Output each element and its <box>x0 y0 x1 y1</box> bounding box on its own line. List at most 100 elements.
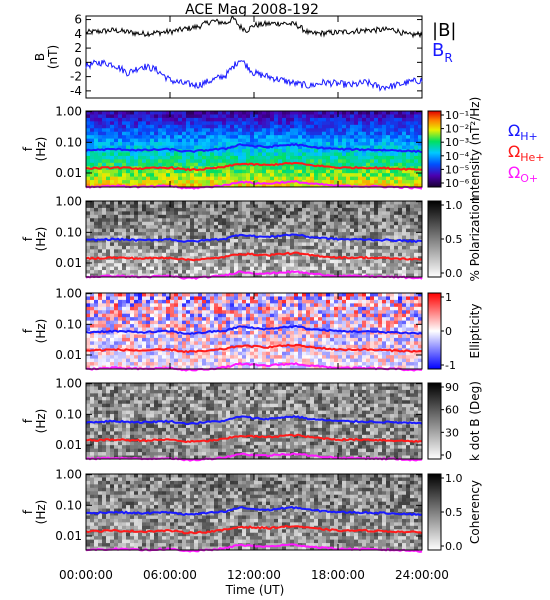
heatmap-cell <box>246 293 251 297</box>
heatmap-cell <box>218 303 223 308</box>
heatmap-cell <box>118 155 123 160</box>
heatmap-cell <box>222 204 227 209</box>
heatmap-cell <box>114 331 119 335</box>
heatmap-cell <box>162 149 167 153</box>
heatmap-cell <box>298 337 303 342</box>
heatmap-cell <box>242 176 247 181</box>
heatmap-cell <box>114 142 119 146</box>
heatmap-cell <box>274 207 279 212</box>
heatmap-cell <box>202 306 207 311</box>
heatmap-cell <box>186 152 191 157</box>
heatmap-cell <box>266 263 271 267</box>
heatmap-cell <box>310 117 315 122</box>
heatmap-cell <box>202 152 207 157</box>
heatmap-cell <box>218 266 223 271</box>
heatmap-cell <box>402 117 407 122</box>
heatmap-cell <box>382 249 387 254</box>
heatmap-cell <box>278 204 283 209</box>
heatmap-cell <box>354 131 359 136</box>
heatmap-cell <box>258 114 263 119</box>
heatmap-cell <box>214 145 219 150</box>
heatmap-cell <box>170 111 175 115</box>
heatmap-cell <box>122 331 127 335</box>
heatmap-cell <box>406 266 411 271</box>
heatmap-cell <box>386 145 391 150</box>
heatmap-cell <box>166 242 171 247</box>
heatmap-cell <box>362 121 367 126</box>
heatmap-cell <box>218 180 223 184</box>
heatmap-cell <box>182 155 187 160</box>
heatmap-cell <box>174 114 179 119</box>
heatmap-cell <box>366 317 371 321</box>
heatmap-cell <box>166 128 171 133</box>
heatmap-cell <box>366 131 371 136</box>
heatmap-cell <box>410 252 415 257</box>
heatmap-cell <box>250 221 255 226</box>
heatmap-cell <box>110 306 115 311</box>
heatmap-cell <box>118 121 123 126</box>
heatmap-cell <box>346 228 351 233</box>
heatmap-cell <box>238 249 243 254</box>
heatmap-cell <box>366 263 371 267</box>
heatmap-cell <box>142 310 147 315</box>
heatmap-cell <box>150 310 155 315</box>
heatmap-cell <box>394 162 399 167</box>
heatmap-cell <box>206 211 211 216</box>
figure-title: ACE Mag 2008-192 <box>185 2 319 18</box>
heatmap-cell <box>358 218 363 223</box>
heatmap-cell <box>250 273 255 278</box>
heatmap-cell <box>214 211 219 216</box>
heatmap-cell <box>102 204 107 209</box>
heatmap-cell <box>230 111 235 115</box>
heatmap-cell <box>334 117 339 122</box>
heatmap-cell <box>266 138 271 143</box>
heatmap-cell <box>134 310 139 315</box>
heatmap-cell <box>138 296 143 301</box>
heatmap-cell <box>262 149 267 153</box>
heatmap-cell <box>198 162 203 167</box>
heatmap-cell <box>274 242 279 247</box>
heatmap-cell <box>370 124 375 129</box>
heatmap-cell <box>130 324 135 328</box>
heatmap-cell <box>150 235 155 240</box>
heatmap-cell <box>190 270 195 274</box>
heatmap-cell <box>346 334 351 339</box>
heatmap-cell <box>258 263 263 267</box>
heatmap-cell <box>406 138 411 143</box>
heatmap-cell <box>246 142 251 146</box>
heatmap-cell <box>222 245 227 250</box>
heatmap-cell <box>154 235 159 240</box>
heatmap-cell <box>270 111 275 115</box>
heatmap-cell <box>202 169 207 174</box>
heatmap-cell <box>198 232 203 236</box>
heatmap-cell <box>86 176 91 181</box>
heatmap-cell <box>358 270 363 274</box>
heatmap-cell <box>262 142 267 146</box>
heatmap-cell <box>194 334 199 339</box>
heatmap-cell <box>342 131 347 136</box>
heatmap-cell <box>158 225 163 229</box>
heatmap-cell <box>318 337 323 342</box>
heatmap-cell <box>90 218 95 223</box>
heatmap-cell <box>402 221 407 226</box>
heatmap-cell <box>378 296 383 301</box>
heatmap-cell <box>374 173 379 177</box>
heatmap-cell <box>142 259 147 264</box>
heatmap-cell <box>122 221 127 226</box>
heatmap-cell <box>330 317 335 321</box>
heatmap-cell <box>94 173 99 177</box>
heatmap-cell <box>394 124 399 129</box>
heatmap-cell <box>122 162 127 167</box>
heatmap-cell <box>406 162 411 167</box>
heatmap-cell <box>114 138 119 143</box>
heatmap-cell <box>198 180 203 184</box>
heatmap-cell <box>338 117 343 122</box>
heatmap-cell <box>138 245 143 250</box>
heatmap-cell <box>206 299 211 304</box>
heatmap-cell <box>210 313 215 318</box>
heatmap-cell <box>194 296 199 301</box>
heatmap-cell <box>190 111 195 115</box>
heatmap-cell <box>374 235 379 240</box>
heatmap-cell <box>258 313 263 318</box>
heatmap-cell <box>186 266 191 271</box>
